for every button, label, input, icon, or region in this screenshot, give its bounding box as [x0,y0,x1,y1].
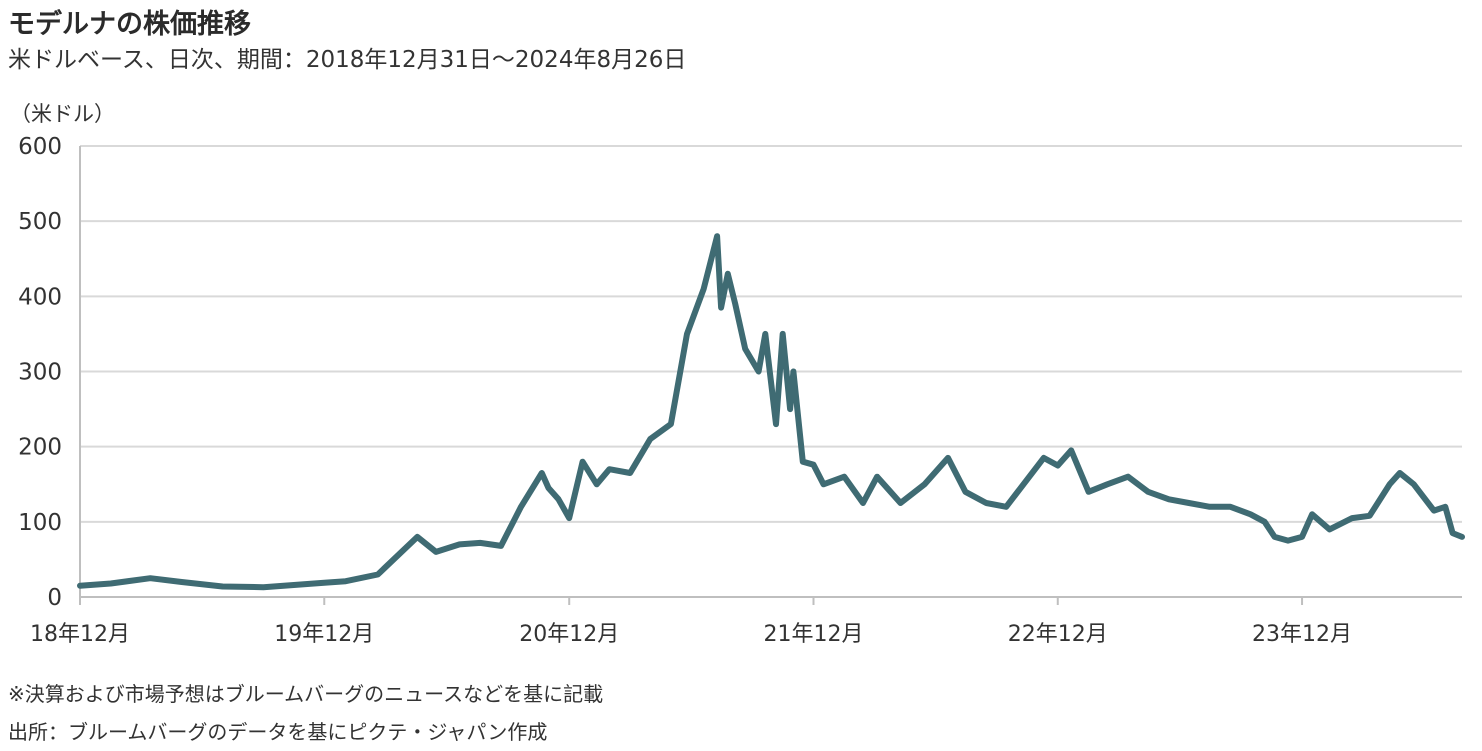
y-tick-label: 0 [47,585,62,611]
footnote: ※決算および市場予想はブルームバーグのニュースなどを基に記載 [8,682,604,706]
x-tick-label: 22年12月 [1008,622,1108,647]
x-tick-label: 23年12月 [1252,622,1352,647]
y-tick-label: 400 [18,284,62,310]
y-tick-label: 100 [18,510,62,536]
y-unit-label: （米ドル） [10,102,115,126]
y-tick-label: 600 [18,134,62,160]
x-tick-label: 18年12月 [30,622,130,647]
x-tick-label: 21年12月 [763,622,863,647]
y-tick-label: 300 [18,360,62,386]
price-line [77,233,1465,591]
source-note: 出所：ブルームバーグのデータを基にピクテ・ジャパン作成 [8,720,548,744]
x-tick-label: 20年12月 [519,622,619,647]
y-tick-label: 500 [18,209,62,235]
y-tick-label: 200 [18,435,62,461]
x-tick-label: 19年12月 [274,622,374,647]
chart-title: モデルナの株価推移 [8,9,251,40]
chart-subtitle: 米ドルベース、日次、期間：2018年12月31日～2024年8月26日 [8,47,687,73]
